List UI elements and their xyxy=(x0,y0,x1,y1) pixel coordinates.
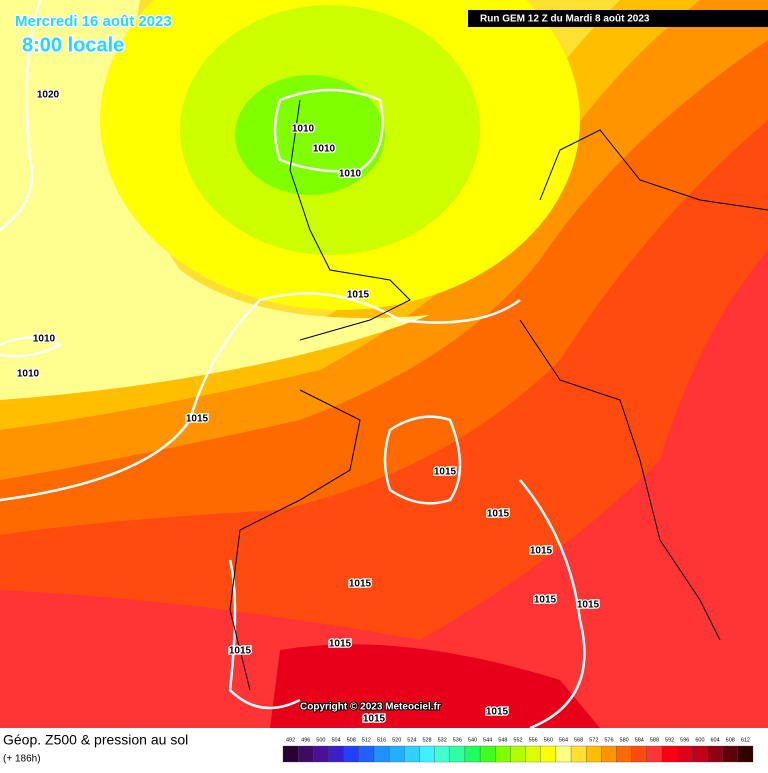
isobar-label: 1010 xyxy=(292,124,315,135)
legend-tick-label: 592 xyxy=(665,737,674,743)
legend-tick-label: 544 xyxy=(483,737,492,743)
legend-tick-label: 572 xyxy=(589,737,598,743)
legend-tick-label: 492 xyxy=(286,737,295,743)
legend-swatch xyxy=(449,745,466,763)
legend-swatch xyxy=(479,745,496,763)
legend-tick-label: 500 xyxy=(316,737,325,743)
isobar-label: 1020 xyxy=(37,90,60,101)
legend-tick-label: 532 xyxy=(438,737,447,743)
legend-swatch xyxy=(737,745,754,763)
isobar-labels: 1020 1010 1010 1010 1015 1010 1010 1015 1015 1015… xyxy=(16,88,601,726)
isobar-label: 1015 xyxy=(186,414,209,425)
legend-swatch xyxy=(540,745,557,763)
legend-swatch xyxy=(495,745,511,763)
legend-tick-label: 560 xyxy=(544,737,553,743)
legend-tick-label: 520 xyxy=(392,737,401,743)
legend-tick-label: 604 xyxy=(711,737,720,743)
legend-swatch xyxy=(677,745,693,763)
legend-swatch xyxy=(661,745,678,763)
footer-lead: (+ 186h) xyxy=(3,754,41,765)
isobar-label: 1015 xyxy=(577,600,600,611)
run-label: Run GEM 12 Z du Mardi 8 août 2023 xyxy=(480,14,650,25)
legend-swatch xyxy=(404,745,420,763)
legend-swatch xyxy=(586,745,602,763)
legend-tick-label: 524 xyxy=(407,737,416,743)
legend-swatch xyxy=(722,745,738,763)
legend-swatch xyxy=(464,745,481,763)
isobar-label: 1015 xyxy=(349,579,372,590)
isobar-label: 1015 xyxy=(347,290,370,301)
legend-swatch xyxy=(298,745,314,763)
legend-swatch xyxy=(343,745,359,763)
legend-swatch xyxy=(328,745,344,763)
isobar-label: 1015 xyxy=(534,595,557,606)
legend-swatch xyxy=(631,745,648,763)
isobar-label: 1010 xyxy=(339,169,362,180)
legend-swatch xyxy=(616,745,632,763)
legend-tick-label: 564 xyxy=(559,737,568,743)
legend-tick-label: 584 xyxy=(635,737,644,743)
legend-tick-label: 508 xyxy=(347,737,356,743)
legend-tick-label: 548 xyxy=(498,737,507,743)
z500-field xyxy=(0,0,768,728)
isobar-label: 1015 xyxy=(530,546,553,557)
isobar-label: 1015 xyxy=(363,714,386,725)
legend-swatch xyxy=(601,745,617,763)
legend-tick-label: 568 xyxy=(574,737,583,743)
legend-swatch xyxy=(419,745,435,763)
map-date: Mercredi 16 août 2023 xyxy=(15,13,172,30)
legend-tick-label: 580 xyxy=(620,737,629,743)
legend-tick-label: 552 xyxy=(513,737,522,743)
legend-swatch xyxy=(570,745,587,763)
legend-swatch xyxy=(707,745,723,763)
legend-tick-label: 556 xyxy=(529,737,538,743)
isobar-label: 1015 xyxy=(229,646,252,657)
legend-swatch xyxy=(358,745,375,763)
copyright: Copyright © 2023 Meteociel.fr xyxy=(300,702,441,713)
legend-tick-label: 600 xyxy=(695,737,704,743)
legend-tick-label: 528 xyxy=(422,737,431,743)
map-time: 8:00 locale xyxy=(22,34,124,56)
legend-tick-label: 512 xyxy=(362,737,371,743)
legend-swatch xyxy=(388,745,405,763)
legend-swatch xyxy=(313,745,329,763)
legend-tick-label: 540 xyxy=(468,737,477,743)
legend-tick-label: 496 xyxy=(301,737,310,743)
legend-tick-label: 596 xyxy=(680,737,689,743)
legend-tick-label: 504 xyxy=(331,737,340,743)
isobar-label: 1015 xyxy=(487,509,510,520)
isobar-label: 1015 xyxy=(434,467,457,478)
footer-title: Géop. Z500 & pression au sol xyxy=(3,732,188,748)
isobar-label: 1010 xyxy=(313,144,336,155)
isobar-label: 1015 xyxy=(329,639,352,650)
legend-tick-label: 516 xyxy=(377,737,386,743)
legend-tick-label: 588 xyxy=(650,737,659,743)
legend-swatch xyxy=(373,745,390,763)
legend-swatch xyxy=(555,745,572,763)
legend-swatch xyxy=(692,745,708,763)
legend-tick-label: 536 xyxy=(453,737,462,743)
isobar-label: 1015 xyxy=(486,707,509,718)
isobar-label: 1010 xyxy=(17,369,40,380)
legend-swatch xyxy=(434,745,450,763)
color-legend: 492 496 500 504 508 512 516 520 524 528 532 536 540 5… xyxy=(282,737,754,763)
legend-swatch xyxy=(282,745,299,763)
legend-tick-label: 576 xyxy=(604,737,613,743)
isobars xyxy=(0,0,521,505)
coastlines xyxy=(229,99,768,691)
isobar-label: 1010 xyxy=(33,334,56,345)
legend-swatch xyxy=(646,745,663,763)
legend-swatch xyxy=(525,745,541,763)
legend-tick-label: 612 xyxy=(741,737,750,743)
legend-tick-label: 608 xyxy=(726,737,735,743)
run-box xyxy=(468,10,768,27)
legend-swatch xyxy=(510,745,526,763)
